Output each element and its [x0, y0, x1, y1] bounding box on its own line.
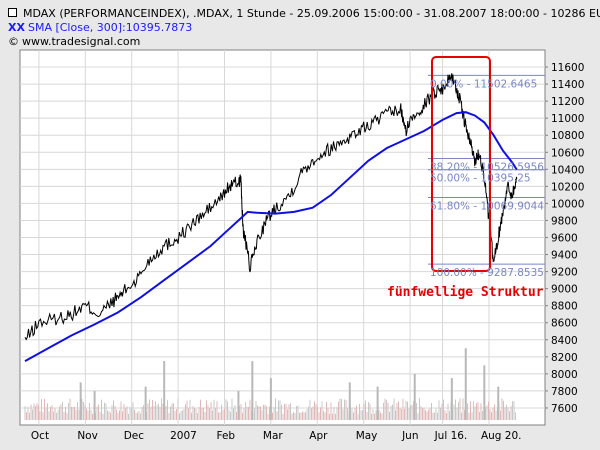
fibonacci-level-label: 0.00% - 11502.6465	[430, 78, 537, 90]
fibonacci-level-label: 61.80% - 10069.9044	[430, 200, 544, 212]
y-tick-label: 10200	[551, 181, 584, 193]
x-tick-label: Oct	[31, 430, 49, 442]
y-tick-label: 9000	[551, 284, 578, 296]
x-tick-label: 2007	[170, 430, 197, 442]
x-tick-label: Dec	[124, 430, 145, 442]
y-tick-label: 8400	[551, 335, 578, 347]
y-tick-label: 8000	[551, 369, 578, 381]
y-axis: 7600 7800 8000 8200 8400 8600 8800 9000 9200 9400…	[545, 62, 584, 415]
y-tick-label: 8800	[551, 301, 578, 313]
x-tick-label: Feb	[217, 430, 236, 442]
x-tick-label: Aug 20.	[481, 430, 522, 442]
indicator-label: SMA [Close, 300]:10395.7873	[27, 21, 193, 34]
y-tick-label: 11600	[551, 62, 584, 74]
source-url: www.tradesignal.com	[22, 35, 141, 48]
y-tick-label: 8600	[551, 318, 578, 330]
x-axis: Oct Nov Dec 2007 Feb Mar Apr May Jun Jul 16. Aug 2…	[31, 430, 522, 442]
y-tick-label: 11400	[551, 79, 584, 91]
chart-title: MDAX (PERFORMANCEINDEX), .MDAX, 1 Stunde…	[23, 7, 600, 20]
y-tick-label: 7600	[551, 403, 578, 415]
copyright-icon: ©	[8, 35, 19, 48]
fibonacci-labels: 0.00% - 11502.6465 38.20% - 10526.595650.…	[430, 78, 544, 279]
fibonacci-level-label: 50.00% - 10395.25	[430, 173, 531, 185]
y-tick-label: 7800	[551, 386, 578, 398]
annotation-text: fünfwellige Struktur	[387, 285, 544, 300]
fibonacci-level-label: 100.00% - 9287.8535	[430, 267, 544, 279]
fibonacci-level-label: 38.20% - 10526.5956	[430, 162, 544, 174]
y-tick-label: 10800	[551, 130, 584, 142]
x-tick-label: Mar	[263, 430, 283, 442]
chart-header: MDAX (PERFORMANCEINDEX), .MDAX, 1 Stunde…	[8, 8, 600, 20]
x-tick-label: Nov	[77, 430, 98, 442]
y-tick-label: 10000	[551, 198, 584, 210]
x-tick-label: Jul 16.	[434, 430, 468, 442]
source-credit: © www.tradesignal.com	[8, 36, 140, 48]
price-series-line	[24, 73, 518, 341]
y-tick-label: 11200	[551, 96, 584, 108]
sma-series-line	[24, 111, 518, 362]
y-tick-label: 10600	[551, 147, 584, 159]
x-tick-label: Jun	[401, 430, 418, 442]
indicator-header: XX SMA [Close, 300]:10395.7873	[8, 22, 192, 34]
y-tick-label: 9600	[551, 233, 578, 245]
y-tick-label: 9200	[551, 267, 578, 279]
y-tick-label: 11000	[551, 113, 584, 125]
highlight-box	[431, 56, 491, 272]
y-tick-label: 9400	[551, 250, 578, 262]
y-tick-label: 10400	[551, 164, 584, 176]
checkbox-icon[interactable]	[8, 8, 17, 17]
indicator-symbol-icon: XX	[8, 21, 25, 34]
y-tick-label: 8200	[551, 352, 578, 364]
x-tick-label: Apr	[309, 430, 328, 442]
volume-bars	[24, 348, 516, 420]
y-tick-label: 9800	[551, 215, 578, 227]
x-tick-label: May	[356, 430, 378, 442]
